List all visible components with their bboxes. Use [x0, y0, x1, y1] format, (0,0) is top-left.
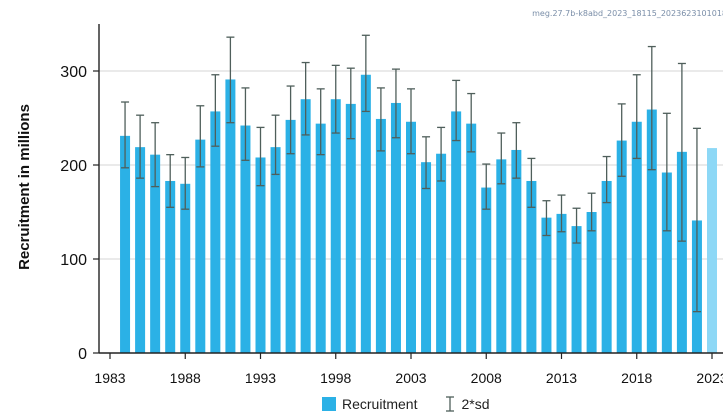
recruitment-bar [390, 102, 401, 354]
bars [120, 74, 717, 354]
recruitment-bar [436, 153, 447, 353]
recruitment-bar [601, 180, 612, 353]
y-tick-label: 0 [78, 346, 87, 363]
recruitment-bar [195, 139, 206, 353]
recruitment-bar [120, 135, 131, 353]
y-tick-label: 200 [60, 158, 87, 175]
recruitment-bar [406, 121, 416, 353]
recruitment-bar [330, 99, 341, 353]
legend-label-sd: 2*sd [461, 396, 490, 412]
recruitment-bar [571, 226, 582, 353]
recruitment-bar [481, 187, 492, 353]
recruitment-bar [496, 159, 507, 353]
x-tick-label: 2013 [546, 370, 577, 386]
recruitment-bar [586, 212, 597, 353]
projection-bar [707, 148, 717, 353]
x-tick-label: 1998 [320, 370, 351, 386]
recruitment-bar [165, 180, 176, 353]
x-tick-label: 1993 [245, 370, 276, 386]
x-tick-label: 1988 [170, 370, 201, 386]
recruitment-bar [210, 111, 221, 353]
error-bars [121, 34, 701, 313]
recruitment-bar [511, 149, 522, 353]
recruitment-bar [225, 79, 236, 354]
recruitment-bar [676, 151, 687, 353]
recruitment-bar [135, 147, 146, 353]
recruitment-bar [375, 118, 386, 353]
legend-swatch-recruitment [322, 397, 336, 411]
y-tick-label: 300 [60, 64, 87, 81]
recruitment-bar [631, 121, 642, 353]
recruitment-bar [345, 103, 356, 354]
recruitment-bar [466, 123, 477, 353]
y-axis-label: Recruitment in millions [16, 104, 33, 270]
recruitment-bar [240, 125, 251, 354]
recruitment-bar [451, 111, 462, 353]
x-tick-labels: 1983 1988 1993 1998 2003 2008 2013 2018 2023 [94, 353, 723, 386]
errorbar-icon [446, 396, 455, 412]
recruitment-bar [646, 109, 657, 353]
recruitment-bar [150, 154, 161, 353]
recruitment-bar [270, 147, 281, 353]
recruitment-bar [541, 217, 552, 353]
y-tick-labels: 0 100 200 300 [60, 64, 99, 363]
recruitment-bar [315, 123, 326, 353]
legend: Recruitment 2*sd [322, 396, 490, 412]
recruitment-bar [421, 162, 432, 353]
legend-label-recruitment: Recruitment [342, 396, 418, 412]
recruitment-bar [255, 157, 266, 353]
figure-id-stamp: meg.27.7b-k8abd_2023_18115_2023623101018 [532, 9, 723, 18]
recruitment-bar [661, 172, 672, 353]
x-tick-label: 2003 [395, 370, 426, 386]
recruitment-bar [616, 140, 627, 353]
recruitment-bar [285, 119, 296, 353]
x-tick-label: 2023 [696, 370, 723, 386]
recruitment-bar [526, 180, 537, 353]
y-tick-label: 100 [60, 252, 87, 269]
x-tick-label: 2018 [621, 370, 652, 386]
x-tick-label: 2008 [471, 370, 502, 386]
recruitment-bar [180, 183, 191, 353]
recruitment-bar [556, 213, 567, 353]
x-tick-label: 1983 [94, 370, 125, 386]
recruitment-bar [300, 99, 311, 353]
recruitment-bar [360, 74, 371, 353]
